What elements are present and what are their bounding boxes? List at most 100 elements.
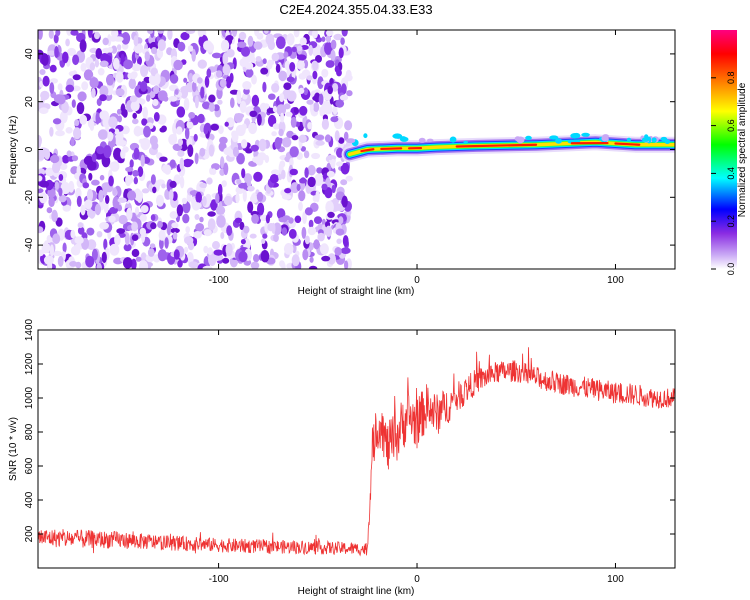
noise-speckle: [247, 35, 254, 47]
noise-speckle: [89, 77, 99, 89]
noise-speckle: [163, 96, 169, 102]
noise-speckle: [108, 116, 118, 128]
noise-speckle: [229, 72, 234, 83]
noise-speckle: [77, 226, 85, 235]
ridge-bump: [516, 136, 525, 144]
noise-speckle: [72, 54, 80, 66]
noise-speckle: [206, 68, 212, 78]
noise-speckle: [117, 115, 123, 123]
noise-speckle: [213, 253, 224, 261]
noise-speckle: [263, 30, 269, 34]
ridge-peak-segment: [614, 142, 641, 146]
noise-speckle: [131, 221, 139, 232]
noise-speckle: [136, 96, 142, 104]
noise-speckle: [171, 222, 179, 229]
bottom-y-axis-label: SNR (10 * v/v): [8, 417, 19, 481]
noise-speckle: [253, 41, 263, 50]
ridge-bump: [626, 137, 632, 142]
noise-speckle: [146, 94, 151, 102]
bottom-x-axis: -100 0 100: [209, 330, 624, 585]
noise-speckle: [336, 238, 342, 245]
noise-speckle: [240, 46, 251, 57]
noise-speckle: [247, 185, 255, 192]
noise-speckle: [242, 189, 247, 202]
noise-speckle: [298, 87, 305, 94]
top-x-axis-label: Height of straight line (km): [298, 286, 415, 297]
noise-speckle: [193, 202, 202, 209]
noise-speckle: [272, 105, 277, 113]
noise-speckle: [223, 195, 233, 206]
noise-speckle: [219, 136, 228, 145]
noise-speckle: [238, 31, 247, 41]
noise-speckle: [194, 152, 199, 165]
noise-speckle: [181, 197, 188, 205]
noise-speckle: [334, 130, 340, 142]
noise-speckle: [192, 81, 197, 93]
ridge-bump: [426, 138, 434, 142]
noise-speckle: [325, 200, 334, 214]
noise-speckle: [274, 137, 282, 150]
noise-speckle: [325, 34, 331, 43]
noise-speckle: [234, 113, 245, 119]
noise-speckle: [116, 44, 122, 51]
noise-speckle: [82, 182, 90, 189]
noise-speckle: [121, 32, 131, 45]
noise-speckle: [86, 239, 97, 251]
noise-speckle: [61, 154, 70, 164]
noise-speckle: [242, 93, 248, 100]
noise-speckle: [114, 128, 120, 135]
noise-speckle: [139, 214, 147, 222]
noise-speckle: [344, 120, 353, 131]
noise-speckle: [141, 188, 150, 194]
noise-speckle: [76, 165, 81, 177]
noise-speckle: [55, 30, 61, 37]
noise-speckle: [168, 134, 178, 145]
noise-speckle: [260, 67, 269, 75]
noise-speckle: [340, 83, 347, 95]
noise-speckle: [70, 30, 79, 36]
noise-speckle: [62, 204, 71, 212]
noise-speckle: [122, 109, 128, 118]
noise-speckle: [199, 182, 207, 188]
noise-speckle: [125, 166, 134, 172]
noise-speckle: [103, 145, 112, 159]
noise-speckle: [216, 215, 226, 228]
bottom-y-tick-label: 400: [24, 491, 35, 508]
noise-speckle: [268, 93, 276, 100]
noise-speckle: [47, 188, 56, 198]
noise-speckle: [48, 196, 55, 208]
noise-speckle: [156, 194, 164, 207]
noise-speckle: [62, 51, 69, 64]
noise-speckle: [186, 159, 194, 165]
noise-speckle: [211, 163, 220, 171]
noise-speckle: [256, 191, 264, 202]
noise-speckle: [273, 233, 279, 243]
noise-speckle: [312, 30, 318, 39]
noise-speckle: [130, 100, 140, 112]
noise-speckle: [323, 101, 331, 114]
noise-speckle: [91, 179, 100, 186]
noise-speckle: [179, 176, 185, 189]
noise-speckle: [154, 73, 161, 85]
noise-speckle: [271, 222, 276, 234]
colorbar-tick-label: 0.4: [726, 167, 736, 180]
noise-speckle: [138, 138, 145, 144]
noise-speckle: [247, 201, 254, 213]
noise-speckle: [262, 81, 267, 93]
noise-speckle: [263, 103, 270, 110]
noise-speckle: [94, 203, 101, 216]
noise-speckle: [304, 167, 309, 179]
noise-speckle: [117, 197, 127, 203]
noise-speckle: [330, 158, 336, 169]
noise-speckle: [293, 30, 300, 38]
noise-speckle: [71, 155, 79, 162]
noise-speckle: [208, 102, 215, 113]
noise-speckle: [57, 255, 64, 267]
noise-speckle: [38, 30, 43, 40]
noise-speckle: [183, 97, 190, 111]
noise-speckle: [282, 137, 292, 148]
noise-speckle: [222, 64, 231, 76]
noise-speckle: [42, 75, 50, 87]
colorbar-tick-label: 0.2: [726, 215, 736, 228]
noise-speckle: [283, 51, 289, 58]
